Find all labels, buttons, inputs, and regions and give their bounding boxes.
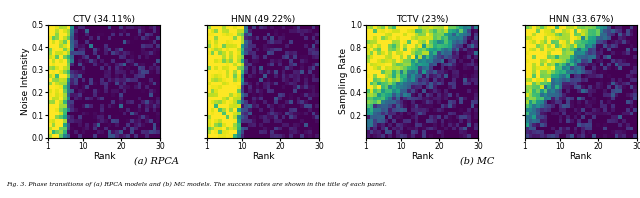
X-axis label: Rank: Rank (252, 152, 274, 161)
X-axis label: Rank: Rank (411, 152, 433, 161)
Y-axis label: Noise Intensity: Noise Intensity (21, 47, 30, 115)
Text: (a) RPCA: (a) RPCA (134, 156, 179, 165)
Text: (b) MC: (b) MC (460, 156, 494, 165)
Title: CTV (34.11%): CTV (34.11%) (73, 15, 135, 24)
Title: TCTV (23%): TCTV (23%) (396, 15, 448, 24)
X-axis label: Rank: Rank (93, 152, 115, 161)
Title: HNN (33.67%): HNN (33.67%) (548, 15, 613, 24)
Title: HNN (49.22%): HNN (49.22%) (231, 15, 295, 24)
X-axis label: Rank: Rank (570, 152, 592, 161)
Y-axis label: Sampling Rate: Sampling Rate (339, 48, 348, 114)
Text: Fig. 3. Phase transitions of (a) RPCA models and (b) MC models. The success rate: Fig. 3. Phase transitions of (a) RPCA mo… (6, 182, 387, 187)
